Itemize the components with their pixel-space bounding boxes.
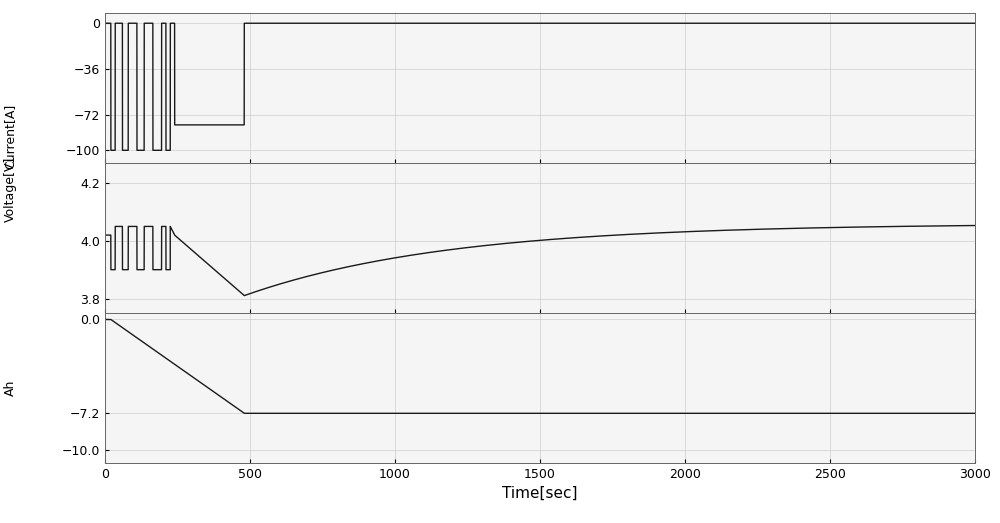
Text: Voltage[V]: Voltage[V] [3, 156, 16, 222]
X-axis label: Time[sec]: Time[sec] [502, 486, 578, 501]
Text: Ah: Ah [3, 380, 16, 396]
Text: Current[A]: Current[A] [3, 104, 16, 169]
